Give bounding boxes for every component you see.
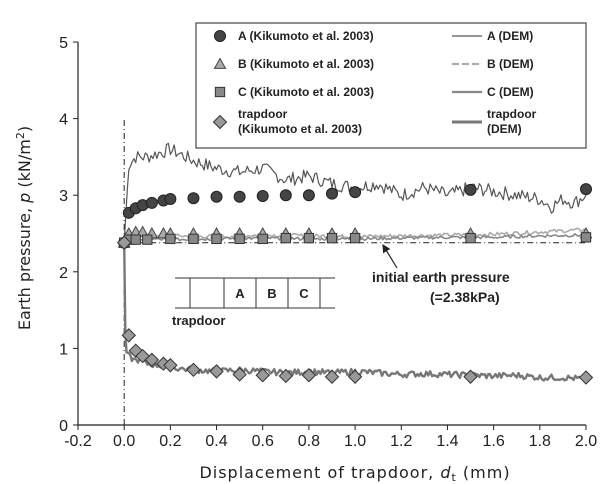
data-point-square (165, 233, 176, 245)
y-tick-label: 4 (59, 112, 68, 129)
legend-symbol-square (214, 86, 226, 98)
annotation-line1: initial earth pressure (372, 269, 510, 285)
data-point-circle (302, 189, 315, 202)
x-tick-label: 1.2 (390, 433, 412, 450)
legend-marker-symbols (212, 30, 228, 130)
legend-label-a-exp: A (Kikumoto et al. 2003) (238, 29, 374, 43)
x-tick-label: 1.8 (529, 433, 551, 450)
data-point-square (349, 232, 361, 244)
data-point-diamond (463, 369, 478, 384)
legend-label-c-exp: C (Kikumoto et al. 2003) (238, 85, 374, 99)
data-point-circle (349, 186, 362, 199)
data-point-circle (210, 190, 223, 203)
data-point-circle (187, 192, 200, 205)
inset-cell-a: A (235, 286, 245, 301)
x-tick-label: 1.4 (436, 433, 458, 450)
data-point-circle (279, 189, 292, 202)
y-tick-label: 1 (59, 341, 68, 358)
initial-pressure-annotation: initial earth pressure (=2.38kPa) (372, 243, 510, 305)
data-point-circle (145, 196, 158, 209)
data-point-square (280, 232, 291, 244)
legend-line-symbols (452, 35, 482, 124)
data-point-diamond (163, 358, 178, 373)
data-point-diamond (578, 370, 594, 385)
data-point-circle (256, 189, 269, 202)
data-point-square (211, 233, 222, 245)
x-tick-label: 1.6 (483, 433, 505, 450)
legend-box (195, 22, 587, 149)
data-point-diamond (347, 369, 363, 384)
legend-label-b-exp: B (Kikumoto et al. 2003) (238, 57, 374, 71)
data-point-square (580, 232, 592, 243)
legend-label-trapdoor-dem: trapdoor (487, 107, 537, 121)
y-axis-title: Earth pressure, p (kN/m2) (14, 126, 34, 330)
data-point-square (234, 233, 245, 245)
data-point-circle (326, 187, 338, 200)
x-tick-label: 0.4 (205, 433, 227, 450)
y-tick-label: 5 (59, 35, 68, 52)
data-point-diamond (278, 368, 294, 384)
legend-label-trapdoor-exp: trapdoor (238, 107, 288, 121)
data-point-square (130, 234, 141, 245)
legend-label-c-dem: C (DEM) (487, 85, 534, 99)
inset-cell-c: C (299, 286, 309, 301)
legend-symbol-triangle (213, 57, 227, 69)
legend-label-trapdoor-dem-2: (DEM) (487, 122, 522, 136)
data-point-circle (464, 183, 477, 196)
data-point-diamond (324, 369, 340, 384)
data-point-diamond (255, 368, 270, 383)
series-line-trapdoor-dem (123, 242, 588, 382)
data-point-square (188, 233, 199, 245)
legend-label-b-dem: B (DEM) (487, 57, 534, 71)
data-point-diamond (186, 362, 201, 378)
data-point-circle (233, 190, 246, 203)
annotation-line2: (=2.38kPa) (430, 289, 500, 305)
data-point-circle (580, 183, 592, 196)
data-point-square (142, 234, 153, 245)
data-point-square (257, 233, 268, 245)
data-point-diamond (116, 235, 132, 250)
data-point-diamond (121, 328, 137, 343)
data-point-diamond (144, 352, 160, 368)
x-tick-label: 1.0 (344, 433, 366, 450)
data-point-diamond (209, 364, 224, 379)
y-tick-label: 3 (59, 188, 68, 205)
data-point-square (303, 232, 315, 244)
data-series (116, 142, 594, 385)
x-tick-label: 0.8 (298, 433, 320, 450)
x-tick-label: 0.0 (113, 433, 135, 450)
x-tick-label: 0.2 (159, 433, 181, 450)
data-point-square (465, 232, 476, 244)
legend-symbol-diamond (212, 114, 228, 130)
legend-symbol-circle (214, 30, 226, 42)
data-point-square (326, 232, 338, 244)
x-axis-title: Displacement of trapdoor, dt (mm) (199, 463, 510, 484)
data-point-diamond (232, 367, 247, 382)
data-point-diamond (301, 368, 317, 383)
x-tick-label: -0.2 (64, 433, 92, 450)
y-tick-label: 0 (59, 418, 68, 435)
x-tick-label: 2.0 (575, 433, 597, 450)
legend-label-trapdoor-exp-2: (Kikumoto et al. 2003) (238, 122, 362, 136)
legend-label-a-dem: A (DEM) (487, 29, 533, 43)
annotation-arrow (382, 243, 398, 269)
inset-trapdoor-label: trapdoor (172, 313, 225, 328)
x-tick-label: 0.6 (252, 433, 274, 450)
legend: A (Kikumoto et al. 2003) B (Kikumoto et … (195, 22, 587, 149)
axes: -0.2 0.0 0.2 0.4 0.6 0.8 1.0 1.2 1.4 1.6 1.8 2.0 0 1 2… (59, 35, 597, 450)
inset-cell-b: B (267, 286, 276, 301)
trapdoor-schematic: A B C trapdoor (172, 277, 335, 328)
data-point-circle (164, 193, 177, 206)
y-tick-label: 2 (59, 265, 68, 282)
